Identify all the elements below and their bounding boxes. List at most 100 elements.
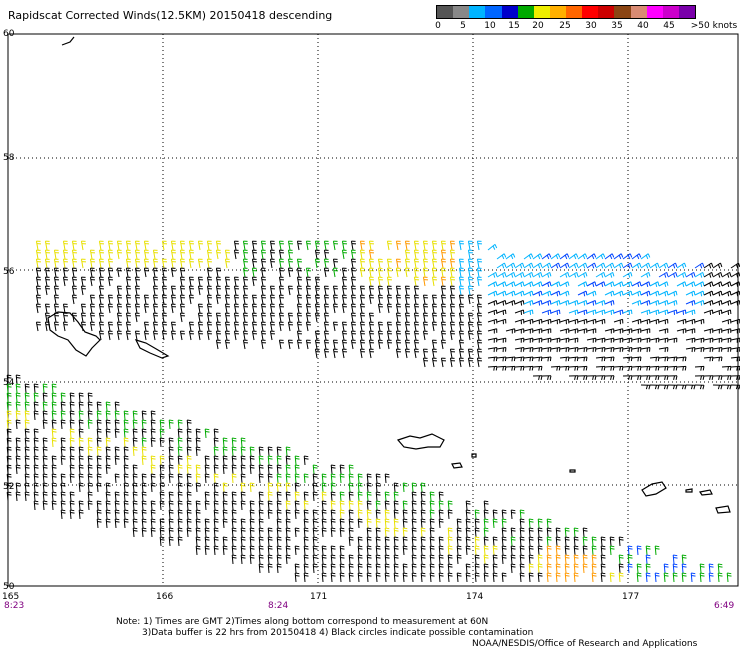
wind-barb <box>114 455 120 466</box>
wind-barb <box>420 563 426 574</box>
wind-barb <box>496 365 507 371</box>
wind-barb <box>368 249 375 260</box>
wind-barb <box>422 267 429 278</box>
wind-barb <box>699 563 705 574</box>
wind-barb <box>546 536 552 547</box>
scale-swatch <box>678 6 695 18</box>
wind-barb <box>474 527 480 538</box>
wind-barb <box>51 437 57 448</box>
wind-barb <box>258 473 264 484</box>
wind-barb <box>339 554 345 565</box>
wind-barb <box>438 545 444 556</box>
wind-barb <box>231 536 237 547</box>
wind-barb <box>42 455 48 466</box>
wind-barb <box>44 303 51 314</box>
wind-barb <box>586 328 597 334</box>
time-label-left: 8:23 <box>4 601 25 611</box>
wind-barb <box>33 446 39 457</box>
wind-barb <box>161 285 168 296</box>
wind-barb <box>404 330 411 341</box>
wind-barb <box>42 392 48 403</box>
wind-barb <box>60 491 66 502</box>
wind-barb <box>465 536 471 547</box>
wind-barb <box>231 446 237 457</box>
wind-barb <box>537 563 543 574</box>
scale-swatch <box>566 6 583 18</box>
wind-barb <box>676 281 687 288</box>
wind-barb <box>429 545 435 556</box>
wind-barb <box>240 527 246 538</box>
wind-barb <box>658 384 669 390</box>
wind-barb <box>386 321 393 332</box>
wind-barb <box>577 281 588 288</box>
wind-barb <box>278 321 285 332</box>
wind-barb <box>134 294 141 305</box>
wind-barb <box>125 285 132 296</box>
wind-barb <box>249 545 255 556</box>
wind-barb <box>168 518 174 529</box>
wind-barb <box>676 309 687 315</box>
wind-barb <box>170 321 177 332</box>
wind-barb <box>242 258 249 269</box>
wind-barb <box>51 410 57 421</box>
wind-barb <box>195 500 201 511</box>
wind-barb <box>384 536 390 547</box>
wind-barb <box>467 321 474 332</box>
wind-barb <box>123 428 129 439</box>
wind-barb <box>438 491 444 502</box>
wind-barb <box>595 253 606 260</box>
wind-barb <box>703 375 714 380</box>
wind-barb <box>350 249 357 260</box>
wind-barb <box>15 446 21 457</box>
wind-barb <box>215 312 222 323</box>
wind-barb <box>559 253 570 260</box>
wind-barb <box>96 437 102 448</box>
wind-barb <box>519 545 525 556</box>
wind-barb <box>368 240 375 251</box>
wind-barb <box>449 285 456 296</box>
wind-barb <box>514 309 525 315</box>
wind-barb <box>53 294 60 305</box>
wind-barb <box>559 271 570 278</box>
wind-barb <box>242 267 249 278</box>
wind-barb <box>159 437 165 448</box>
wind-barb <box>447 527 453 538</box>
wind-barb <box>541 347 552 353</box>
wind-barb <box>287 267 294 278</box>
wind-barb <box>368 321 375 332</box>
wind-barb <box>429 491 435 502</box>
wind-barb <box>449 276 456 287</box>
wind-barb <box>573 527 579 538</box>
wind-barb <box>314 348 321 359</box>
wind-barb <box>195 464 201 475</box>
wind-barb <box>699 572 705 583</box>
wind-barb <box>721 309 732 315</box>
wind-barb <box>125 249 132 260</box>
wind-barb <box>107 321 114 332</box>
wind-barb <box>514 318 525 325</box>
wind-barb <box>242 249 249 260</box>
wind-barb <box>321 545 327 556</box>
wind-barb <box>87 455 93 466</box>
wind-barb <box>89 267 96 278</box>
wind-barb <box>431 267 438 278</box>
wind-barb <box>550 365 561 371</box>
wind-barb <box>645 554 651 565</box>
wind-barb <box>640 365 651 371</box>
wind-barb <box>431 348 438 359</box>
wind-barb <box>15 401 21 412</box>
wind-barb <box>80 285 87 296</box>
wind-barb <box>42 437 48 448</box>
wind-barb <box>152 267 159 278</box>
wind-barb <box>114 410 120 421</box>
wind-barb <box>53 321 60 332</box>
wind-barb <box>312 509 318 520</box>
wind-barb <box>586 337 597 343</box>
wind-barb <box>276 536 282 547</box>
wind-barb <box>413 294 420 305</box>
wind-barb <box>465 518 471 529</box>
wind-barb <box>168 446 174 457</box>
wind-barb <box>260 258 267 269</box>
wind-barb <box>690 572 696 583</box>
wind-barb <box>123 482 129 493</box>
